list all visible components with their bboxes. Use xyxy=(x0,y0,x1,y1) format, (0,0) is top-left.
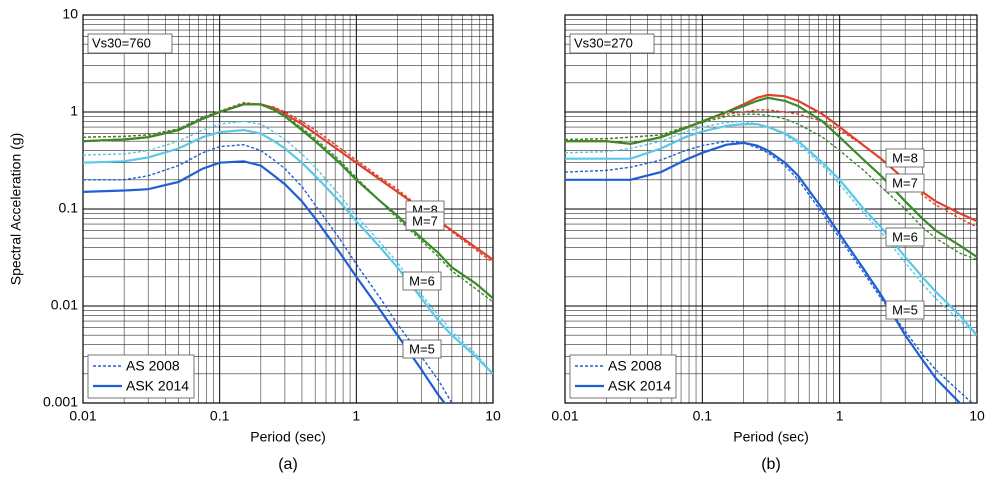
series-line xyxy=(565,140,974,403)
series-line xyxy=(565,120,977,336)
panel: 0.01 0.1 1 10 M=8 M=7 M=6 M=5 Vs30=270 AS 2008 ASK… xyxy=(551,14,985,473)
y-tick-label: 0.1 xyxy=(59,200,79,216)
y-tick-label: 1 xyxy=(70,103,78,119)
caption: (b) xyxy=(761,456,781,473)
series-label: M=5 xyxy=(409,341,435,356)
lines xyxy=(83,101,493,403)
x-tick-label: 10 xyxy=(485,408,501,424)
y-tick-label: 0.001 xyxy=(43,394,78,410)
series-line xyxy=(83,160,446,403)
series-label: M=6 xyxy=(892,229,918,244)
legend-box xyxy=(87,354,195,399)
series-label-box xyxy=(402,339,442,359)
y-tick-label: 0.01 xyxy=(51,297,78,313)
y-tick-label: 10 xyxy=(62,6,78,22)
legend-label: ASK 2014 xyxy=(126,378,189,394)
series-line xyxy=(83,102,493,303)
annotation: Vs30=270 xyxy=(574,35,633,50)
legend-label: ASK 2014 xyxy=(608,378,671,394)
x-tick-label: 10 xyxy=(969,408,985,424)
legend-label: AS 2008 xyxy=(608,358,662,374)
series-line xyxy=(83,128,493,375)
series-label: M=7 xyxy=(412,213,438,228)
caption: (a) xyxy=(278,456,298,473)
annotation-box xyxy=(87,33,173,54)
series-line xyxy=(565,141,962,403)
series-label: M=8 xyxy=(892,150,918,165)
series-line xyxy=(83,120,493,375)
series-label: M=5 xyxy=(892,302,918,317)
series-line xyxy=(565,123,977,336)
legend-box xyxy=(569,354,677,399)
series-line xyxy=(83,103,493,300)
series-line xyxy=(83,143,453,403)
series-line xyxy=(565,96,977,258)
y-axis-label: Spectral Acceleration (g) xyxy=(8,133,24,286)
series-label-box xyxy=(405,211,445,231)
series-label-box xyxy=(885,148,925,168)
x-tick-label: 1 xyxy=(836,408,844,424)
annotation-box xyxy=(569,33,655,54)
x-tick-label: 1 xyxy=(352,408,360,424)
series-line xyxy=(565,113,977,261)
plot-frame xyxy=(82,14,494,404)
series-label-box xyxy=(885,300,925,320)
plot-frame xyxy=(564,14,978,404)
x-tick-label: 0.01 xyxy=(69,408,96,424)
series-line xyxy=(83,103,493,261)
x-tick-label: 0.01 xyxy=(551,408,578,424)
panel: 0.01 0.1 1 100.0010.010.1110M=8M=7M=6M=5Vs3… xyxy=(8,6,501,474)
x-tick-label: 0.1 xyxy=(210,408,230,424)
x-axis-label: Period (sec) xyxy=(733,429,808,445)
x-tick-label: 0.1 xyxy=(693,408,713,424)
x-axis-label: Period (sec) xyxy=(250,429,325,445)
series-label: M=6 xyxy=(409,273,435,288)
series-label-box xyxy=(885,227,925,247)
series-label-box xyxy=(402,271,442,291)
series-line xyxy=(83,101,493,264)
legend-label: AS 2008 xyxy=(126,358,180,374)
series-label-box xyxy=(885,173,925,193)
series-label: M=7 xyxy=(892,175,918,190)
annotation: Vs30=760 xyxy=(92,35,151,50)
